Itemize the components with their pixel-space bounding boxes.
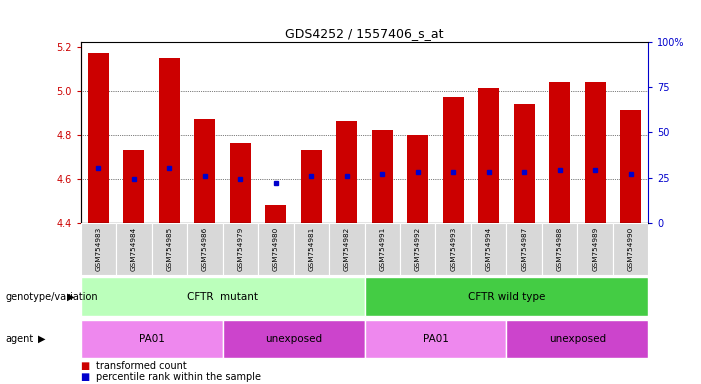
Bar xyxy=(471,223,507,275)
Text: GSM754993: GSM754993 xyxy=(450,227,456,271)
Bar xyxy=(265,205,287,223)
Text: GSM754986: GSM754986 xyxy=(202,227,207,271)
Bar xyxy=(478,88,499,223)
Bar xyxy=(372,130,393,223)
Bar xyxy=(187,223,223,275)
Text: GSM754983: GSM754983 xyxy=(95,227,102,271)
Text: PA01: PA01 xyxy=(139,334,165,344)
Bar xyxy=(549,82,571,223)
Bar xyxy=(81,277,365,316)
Bar xyxy=(223,223,258,275)
Bar xyxy=(365,223,400,275)
Bar xyxy=(585,82,606,223)
Text: GSM754994: GSM754994 xyxy=(486,227,491,271)
Text: GSM754985: GSM754985 xyxy=(166,227,172,271)
Text: GSM754987: GSM754987 xyxy=(522,227,527,271)
Text: GSM754990: GSM754990 xyxy=(627,227,634,271)
Bar xyxy=(400,223,435,275)
Bar xyxy=(435,223,471,275)
Bar xyxy=(506,319,648,358)
Text: GSM754992: GSM754992 xyxy=(415,227,421,271)
Bar xyxy=(620,111,641,223)
Text: transformed count: transformed count xyxy=(96,361,186,371)
Bar xyxy=(578,223,613,275)
Text: unexposed: unexposed xyxy=(265,334,322,344)
Bar xyxy=(365,319,507,358)
Bar xyxy=(230,144,251,223)
Bar xyxy=(81,319,223,358)
Text: ■: ■ xyxy=(81,361,90,371)
Text: GSM754980: GSM754980 xyxy=(273,227,279,271)
Text: GSM754982: GSM754982 xyxy=(343,227,350,271)
Text: CFTR wild type: CFTR wild type xyxy=(468,291,545,302)
Text: GSM754989: GSM754989 xyxy=(592,227,598,271)
Text: GSM754984: GSM754984 xyxy=(131,227,137,271)
Bar xyxy=(294,223,329,275)
Text: CFTR  mutant: CFTR mutant xyxy=(187,291,258,302)
Text: ▶: ▶ xyxy=(67,291,75,302)
Text: GSM754988: GSM754988 xyxy=(557,227,563,271)
Bar xyxy=(81,223,116,275)
Bar xyxy=(336,121,358,223)
Bar xyxy=(407,135,428,223)
Text: unexposed: unexposed xyxy=(549,334,606,344)
Bar xyxy=(151,223,187,275)
Text: genotype/variation: genotype/variation xyxy=(6,291,98,302)
Bar xyxy=(123,150,144,223)
Bar xyxy=(442,97,464,223)
Bar xyxy=(506,223,542,275)
Text: agent: agent xyxy=(6,334,34,344)
Bar xyxy=(194,119,215,223)
Bar xyxy=(613,223,648,275)
Bar xyxy=(542,223,578,275)
Bar xyxy=(158,58,180,223)
Text: ▶: ▶ xyxy=(38,334,46,344)
Bar xyxy=(116,223,151,275)
Text: GSM754979: GSM754979 xyxy=(238,227,243,271)
Bar xyxy=(301,150,322,223)
Text: GSM754991: GSM754991 xyxy=(379,227,386,271)
Text: PA01: PA01 xyxy=(423,334,449,344)
Text: ■: ■ xyxy=(81,372,90,382)
Bar xyxy=(365,277,648,316)
Text: GSM754981: GSM754981 xyxy=(308,227,314,271)
Title: GDS4252 / 1557406_s_at: GDS4252 / 1557406_s_at xyxy=(285,26,444,40)
Text: percentile rank within the sample: percentile rank within the sample xyxy=(96,372,261,382)
Bar xyxy=(223,319,365,358)
Bar xyxy=(514,104,535,223)
Bar xyxy=(329,223,365,275)
Bar xyxy=(258,223,294,275)
Bar xyxy=(88,53,109,223)
